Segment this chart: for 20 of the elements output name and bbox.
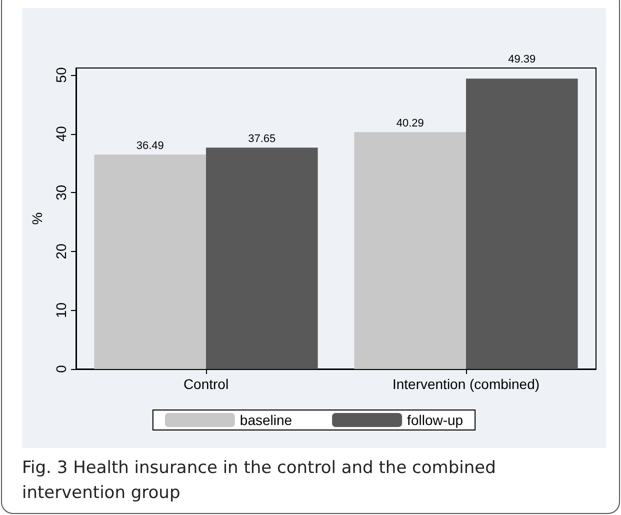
- data-label: 36.49: [136, 140, 164, 152]
- legend-label: follow-up: [407, 412, 464, 428]
- legend-label: baseline: [240, 412, 292, 428]
- data-label: 40.29: [396, 118, 424, 130]
- text: Fig. 3 Health insurance in the control and the combined intervention group: [22, 457, 497, 505]
- bar: [94, 154, 206, 369]
- data-label: 37.65: [248, 133, 276, 146]
- y-tick-label: 20: [53, 243, 69, 260]
- x-tick-label: Control: [183, 376, 229, 392]
- bar: [354, 132, 466, 369]
- y-tick-label: 30: [53, 184, 69, 200]
- y-tick-label: 40: [53, 126, 69, 142]
- y-tick-label: 0: [53, 364, 69, 373]
- bar: [206, 148, 318, 369]
- y-axis-title: %: [29, 212, 45, 225]
- y-tick-label: 10: [53, 302, 69, 318]
- x-tick-label: Intervention (combined): [392, 376, 540, 392]
- bar: [466, 78, 578, 369]
- y-tick-label: 50: [53, 67, 69, 83]
- data-label: 49.39: [508, 54, 536, 66]
